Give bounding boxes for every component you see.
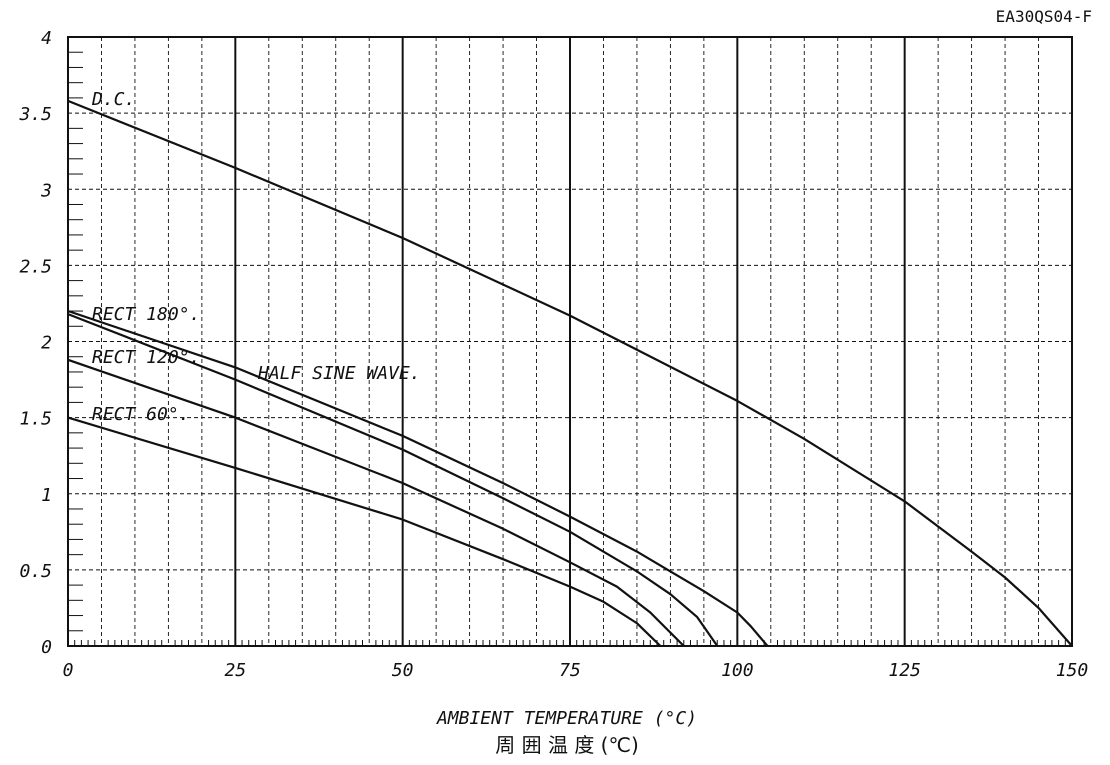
y-tick-label: 3 <box>40 180 52 201</box>
y-tick-label: 1.5 <box>19 409 52 430</box>
series-label-rect-180: RECT 180°. <box>92 304 200 325</box>
y-tick-label: 2.5 <box>19 256 52 277</box>
x-tick-label: 100 <box>721 660 754 681</box>
y-tick-label: 0 <box>41 637 52 658</box>
series-line-2 <box>67 309 769 647</box>
axes: 0 25 50 75 100 125 150 0 0.5 1 1.5 2 2.5 3 3.5 4 <box>18 28 1088 681</box>
x-tick-label: 0 <box>63 660 74 681</box>
x-tick-label: 50 <box>392 660 414 681</box>
x-tick-label: 125 <box>888 660 921 681</box>
series-label-dc: D.C. <box>91 89 135 110</box>
x-tick-label: 75 <box>559 660 581 681</box>
series-line-5 <box>67 416 662 647</box>
series-label-rect-60: RECT 60°. <box>92 404 190 425</box>
plot-frame <box>67 36 1073 647</box>
annotation-half-sine-wave: HALF SINE WAVE. <box>257 363 421 384</box>
series-line-4 <box>67 358 685 647</box>
x-tick-label: 25 <box>224 660 246 681</box>
series-line-3 <box>67 313 719 647</box>
y-tick-label: 1 <box>41 485 52 506</box>
chart-labels: EA30QS04-F D.C. RECT 180°. RECT 120°. RE… <box>91 7 1092 757</box>
part-code: EA30QS04-F <box>996 7 1092 26</box>
x-tick-label: 150 <box>1056 660 1089 681</box>
y-tick-label: 4 <box>41 28 52 49</box>
x-axis-label-jp: 周 囲 温 度 (℃) <box>495 733 639 757</box>
grid <box>68 37 1072 646</box>
series-label-rect-120: RECT 120°. <box>92 347 200 368</box>
x-axis-label: AMBIENT TEMPERATURE (°C) <box>436 708 697 729</box>
y-tick-label: 0.5 <box>19 561 52 582</box>
y-tick-label: 2 <box>41 333 52 354</box>
y-tick-label: 3.5 <box>18 104 52 125</box>
series-line-1 <box>67 99 1073 647</box>
series-lines <box>67 99 1073 647</box>
